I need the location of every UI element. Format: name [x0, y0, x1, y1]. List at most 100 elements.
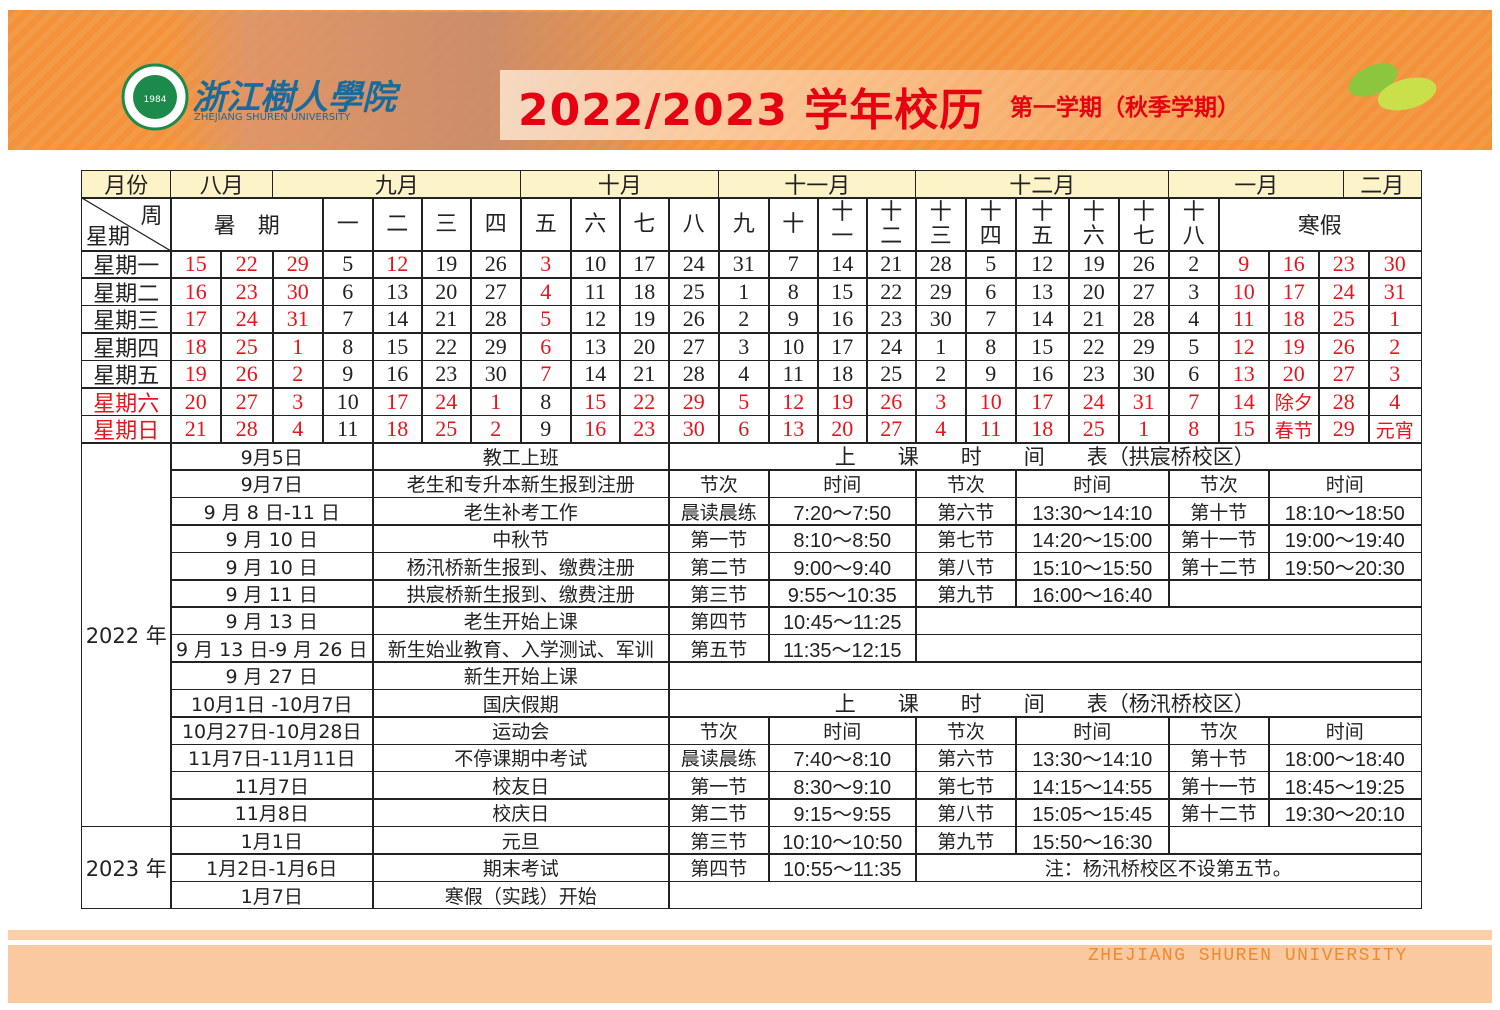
day: 22 — [421, 332, 472, 362]
timetable-header: 时间 — [1268, 469, 1422, 499]
class-period: 第九节 — [915, 825, 1017, 855]
day: 17 — [372, 387, 423, 417]
event-date: 1月2日-1月6日 — [170, 853, 374, 883]
day: 29 — [1318, 414, 1370, 444]
day: 元宵 — [1368, 414, 1422, 444]
day: 15 — [170, 250, 222, 279]
day: 14 — [372, 304, 423, 334]
day: 2 — [1168, 250, 1220, 279]
week: 十四 — [965, 197, 1017, 252]
day: 12 — [570, 304, 621, 334]
year: 2022 年 — [81, 442, 172, 828]
day: 22 — [220, 250, 274, 279]
year: 2023 年 — [81, 825, 172, 910]
day: 21 — [1068, 304, 1120, 334]
day: 30 — [272, 277, 324, 307]
day: 4 — [272, 414, 324, 444]
day: 13 — [1218, 359, 1270, 389]
week: 十七 — [1118, 197, 1170, 252]
class-period: 第一节 — [668, 524, 770, 554]
day: 18 — [372, 414, 423, 444]
day: 16 — [372, 359, 423, 389]
class-time: 19:50～20:30 — [1268, 551, 1422, 581]
day: 24 — [220, 304, 274, 334]
day: 15 — [570, 387, 621, 417]
class-period: 第四节 — [668, 853, 770, 883]
day: 23 — [1318, 250, 1370, 279]
day: 10 — [768, 332, 819, 362]
day: 20 — [1268, 359, 1320, 389]
day: 23 — [220, 277, 274, 307]
event-name: 元旦 — [372, 825, 670, 855]
class-period: 第十一节 — [1168, 770, 1270, 800]
logo: 1984 — [121, 63, 189, 131]
corner-label: 星期 — [86, 223, 131, 249]
timetable-header: 时间 — [1015, 469, 1170, 499]
class-time: 7:20～7:50 — [768, 496, 917, 526]
title: 2022/2023 学年校历 — [518, 85, 985, 136]
class-period: 第八节 — [915, 798, 1017, 828]
day: 7 — [1168, 387, 1220, 417]
timetable-title: 上 课 时 间 表（拱宸桥校区） — [668, 442, 1422, 471]
timetable-header: 时间 — [1268, 716, 1422, 745]
month-label: 月份 — [81, 170, 172, 199]
day: 26 — [1318, 332, 1370, 362]
day: 9 — [965, 359, 1017, 389]
week: 十六 — [1068, 197, 1120, 252]
day: 27 — [220, 387, 274, 417]
day: 20 — [817, 414, 868, 444]
day: 22 — [1068, 332, 1120, 362]
day: 21 — [866, 250, 917, 279]
class-period: 第三节 — [668, 579, 770, 608]
subtitle: 第一学期（秋季学期） — [1010, 95, 1240, 121]
event-name: 寒假（实践）开始 — [372, 880, 670, 910]
day: 5 — [718, 387, 770, 417]
class-period: 第十二节 — [1168, 551, 1270, 581]
day: 10 — [570, 250, 621, 279]
logo-core — [133, 75, 177, 119]
day: 5 — [322, 250, 374, 279]
day: 4 — [718, 359, 770, 389]
timetable-header: 节次 — [915, 469, 1017, 499]
day: 24 — [1318, 277, 1370, 307]
day: 28 — [915, 250, 967, 279]
day: 28 — [668, 359, 720, 389]
day: 6 — [322, 277, 374, 307]
month: 十一月 — [718, 170, 917, 199]
event-date: 9 月 11 日 — [170, 579, 374, 608]
event-date: 9 月 10 日 — [170, 551, 374, 581]
empty-cell — [1168, 579, 1422, 608]
day: 27 — [1118, 277, 1170, 307]
day: 15 — [372, 332, 423, 362]
class-time: 10:10～10:50 — [768, 825, 917, 855]
day: 25 — [421, 414, 472, 444]
week: 暑 期 — [170, 197, 324, 252]
day: 31 — [1118, 387, 1170, 417]
day: 4 — [1368, 387, 1422, 417]
event-name: 运动会 — [372, 716, 670, 745]
timetable-header: 时间 — [768, 716, 917, 745]
timetable-header: 时间 — [1015, 716, 1170, 745]
day: 30 — [668, 414, 720, 444]
timetable-title: 上 课 时 间 表（杨汛桥校区） — [668, 688, 1422, 718]
day: 24 — [866, 332, 917, 362]
class-period: 第三节 — [668, 825, 770, 855]
class-time: 16:00～16:40 — [1015, 579, 1170, 608]
weekday: 星期四 — [81, 332, 172, 362]
month: 十二月 — [915, 170, 1170, 199]
day: 15 — [1015, 332, 1070, 362]
timetable-header: 节次 — [915, 716, 1017, 745]
day: 20 — [619, 332, 670, 362]
day: 1 — [1368, 304, 1422, 334]
day: 2 — [470, 414, 522, 444]
day: 14 — [570, 359, 621, 389]
day: 6 — [718, 414, 770, 444]
day: 10 — [965, 387, 1017, 417]
day: 13 — [1015, 277, 1070, 307]
class-period: 第十二节 — [1168, 798, 1270, 828]
day: 19 — [817, 387, 868, 417]
day: 7 — [768, 250, 819, 279]
day: 29 — [915, 277, 967, 307]
day: 11 — [570, 277, 621, 307]
